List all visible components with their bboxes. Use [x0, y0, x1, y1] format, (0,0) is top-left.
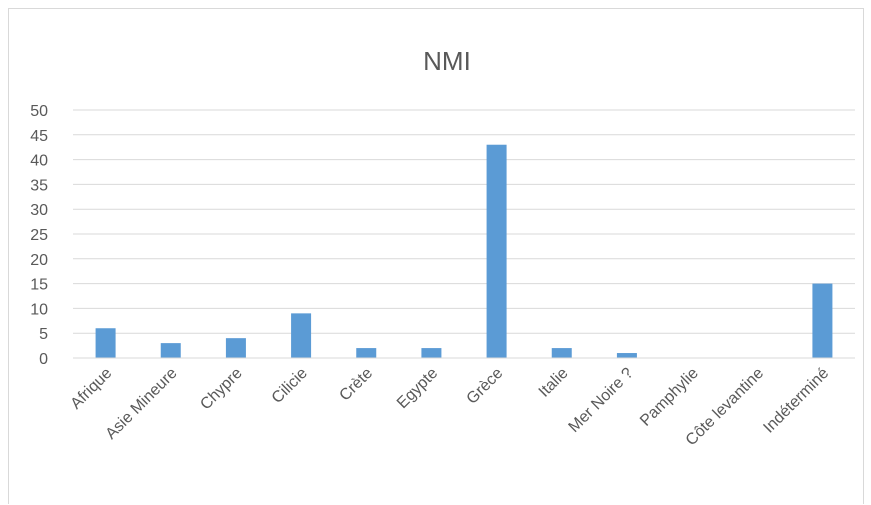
chart-frame [8, 8, 864, 504]
bar-1 [160, 343, 181, 358]
x-tick-label: Afrique [68, 365, 116, 413]
x-tick-label: Cilicie [269, 365, 311, 407]
bar-5 [421, 348, 442, 358]
bar-7 [551, 348, 572, 358]
x-tick-label: Grèce [464, 365, 507, 408]
y-tick-label: 20 [30, 252, 48, 269]
y-tick-label: 15 [30, 277, 48, 294]
x-tick-label: Pamphylie [637, 365, 702, 430]
bar-0 [95, 328, 116, 358]
gridlines [73, 109, 855, 334]
y-tick-label: 30 [30, 202, 48, 219]
bar-6 [486, 144, 507, 358]
bar-3 [291, 313, 312, 358]
y-tick-label: 25 [30, 227, 48, 244]
bars [95, 144, 833, 358]
y-tick-label: 0 [39, 351, 48, 368]
y-tick-label: 5 [39, 326, 48, 343]
x-tick-label: Indéterminé [760, 365, 832, 437]
x-tick-label: Chypre [197, 365, 246, 414]
bar-2 [225, 338, 246, 358]
chart-title: NMI [423, 46, 471, 76]
bar-11 [812, 283, 833, 358]
x-tick-label: Crète [336, 365, 376, 405]
bar-8 [616, 353, 637, 358]
x-tick-label: Egypte [394, 365, 441, 412]
y-axis-ticks: 0 5 10 15 20 25 30 35 40 45 50 [30, 103, 48, 368]
y-tick-label: 35 [30, 177, 48, 194]
y-tick-label: 10 [30, 301, 48, 318]
y-tick-label: 45 [30, 128, 48, 145]
bar-4 [356, 348, 377, 358]
x-tick-label: Italie [536, 365, 572, 401]
x-tick-label: Mer Noire ? [566, 365, 637, 436]
y-tick-label: 50 [30, 103, 48, 120]
y-tick-label: 40 [30, 153, 48, 170]
